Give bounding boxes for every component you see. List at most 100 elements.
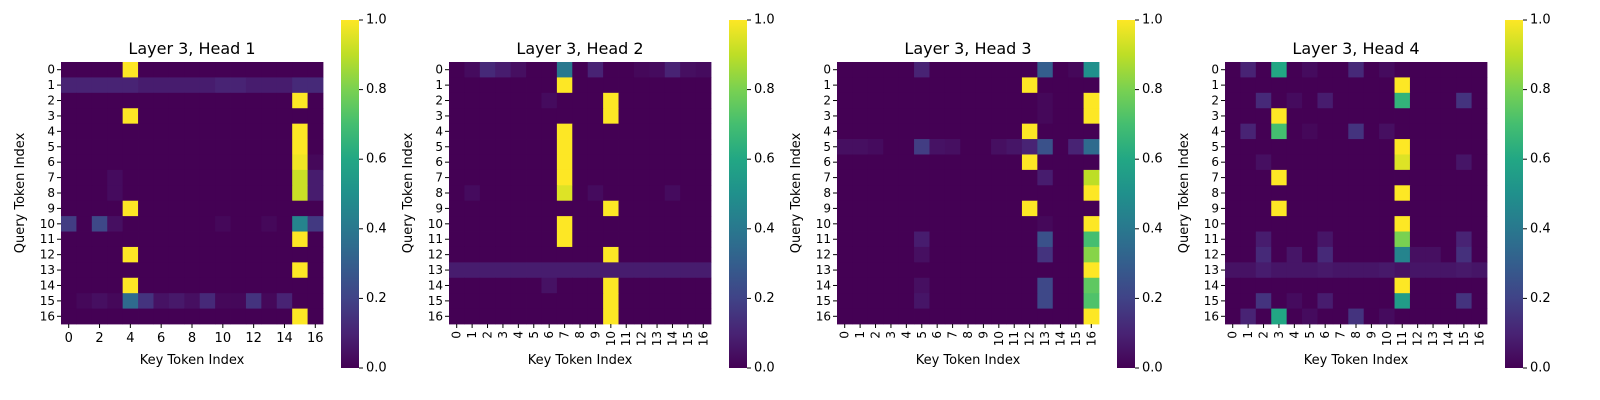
heatmap-cell: [618, 216, 635, 232]
y-tick-label: 15: [428, 294, 443, 308]
heatmap-cell: [1409, 200, 1426, 217]
heatmap-cell: [1348, 262, 1365, 279]
heatmap-cell: [138, 231, 154, 248]
heatmap-cell: [199, 92, 216, 109]
heatmap-cell: [1225, 108, 1241, 125]
heatmap-cell: [1332, 231, 1349, 248]
y-tick-label: 13: [816, 263, 831, 277]
heatmap-cell: [1394, 185, 1411, 202]
heatmap-cell: [1286, 277, 1303, 294]
heatmap-cell: [91, 169, 108, 186]
heatmap-cell: [276, 92, 293, 109]
heatmap-cell: [230, 92, 247, 109]
heatmap-cell: [261, 154, 278, 171]
heatmap-cell: [138, 308, 154, 325]
heatmap-cell: [1240, 308, 1257, 325]
heatmap-cell: [153, 231, 170, 248]
heatmap-cell: [107, 308, 124, 325]
heatmap-cell: [1052, 139, 1069, 155]
heatmap-cell: [837, 169, 853, 186]
heatmap-cell: [1409, 108, 1426, 125]
heatmap-cell: [898, 92, 915, 109]
heatmap-cell: [464, 246, 481, 263]
heatmap-cell: [261, 108, 278, 125]
heatmap-cell: [153, 169, 170, 186]
heatmap-cell: [852, 154, 869, 171]
heatmap-cell: [184, 216, 201, 232]
heatmap-cell: [1394, 231, 1411, 248]
heatmap-cell: [168, 293, 185, 309]
heatmap-panel-1: Layer 3, Head 10 2 4 6 8 10 12 14 16012345678910…: [13, 13, 387, 376]
heatmap-cell: [76, 139, 93, 155]
heatmap-cell: [276, 246, 293, 263]
heatmap-cell: [526, 185, 542, 202]
x-tick-label: 7: [558, 331, 572, 339]
heatmap-cell: [307, 308, 324, 325]
heatmap-cell: [1425, 200, 1442, 217]
heatmap-cell: [1440, 139, 1457, 155]
heatmap-cell: [603, 154, 619, 171]
heatmap-cell: [107, 231, 124, 248]
y-tick-label: 15: [1204, 294, 1219, 308]
heatmap-cell: [633, 123, 650, 140]
heatmap-cell: [837, 185, 853, 202]
y-tick-label: 6: [435, 155, 443, 169]
heatmap-cell: [107, 293, 124, 309]
heatmap-cell: [261, 277, 278, 294]
x-tick-label: 13: [650, 331, 664, 346]
heatmap-cell: [556, 154, 573, 171]
colorbar: [1505, 20, 1523, 368]
heatmap-cell: [572, 216, 589, 232]
heatmap-cell: [633, 92, 650, 109]
heatmap-cell: [199, 185, 216, 202]
heatmap-cell: [449, 62, 465, 78]
heatmap-cell: [603, 277, 619, 294]
heatmap-cell: [618, 108, 635, 125]
heatmap-cell: [61, 169, 77, 186]
heatmap-cell: [307, 231, 324, 248]
heatmap-cell: [1271, 139, 1288, 155]
heatmap-cell: [526, 200, 542, 217]
heatmap-cell: [680, 262, 696, 279]
heatmap-cell: [199, 231, 216, 248]
heatmap-cell: [556, 77, 573, 94]
x-tick-label: 5: [915, 331, 929, 339]
heatmap-cell: [1240, 277, 1257, 294]
heatmap-cell: [1286, 293, 1303, 309]
heatmap-cell: [914, 308, 930, 325]
heatmap-cell: [664, 200, 681, 217]
x-tick-label: 4: [511, 331, 525, 339]
heatmap-cell: [991, 277, 1007, 294]
heatmap-cell: [1286, 92, 1303, 109]
heatmap-cell: [695, 77, 712, 94]
heatmap-cell: [837, 246, 853, 263]
heatmap-cell: [107, 108, 124, 125]
heatmap-cell: [261, 77, 278, 94]
heatmap-cell: [975, 123, 992, 140]
heatmap-cell: [929, 92, 946, 109]
heatmap-cell: [1255, 200, 1272, 217]
colorbar-tick-label: 0.0: [1142, 361, 1163, 376]
heatmap-cell: [449, 108, 465, 125]
heatmap-cell: [1456, 200, 1472, 217]
heatmap-cell: [1255, 277, 1272, 294]
heatmap-cell: [1037, 108, 1054, 125]
heatmap-cell: [914, 200, 930, 217]
heatmap-cell: [867, 262, 884, 279]
heatmap-cell: [633, 185, 650, 202]
heatmap-cell: [1379, 169, 1395, 186]
heatmap-cell: [837, 108, 853, 125]
heatmap-cell: [1021, 277, 1038, 294]
heatmap-cell: [1271, 308, 1288, 325]
heatmap-cell: [1332, 246, 1349, 263]
heatmap-cell: [944, 62, 961, 78]
heatmap-cell: [975, 62, 992, 78]
heatmap-cell: [1083, 92, 1100, 109]
heatmap-cell: [975, 77, 992, 94]
heatmap-cell: [680, 123, 696, 140]
heatmap-cell: [991, 139, 1007, 155]
y-tick-label: 2: [47, 94, 55, 108]
heatmap-cell: [292, 293, 308, 309]
heatmap-cell: [61, 123, 77, 140]
heatmap-cell: [1240, 262, 1257, 279]
